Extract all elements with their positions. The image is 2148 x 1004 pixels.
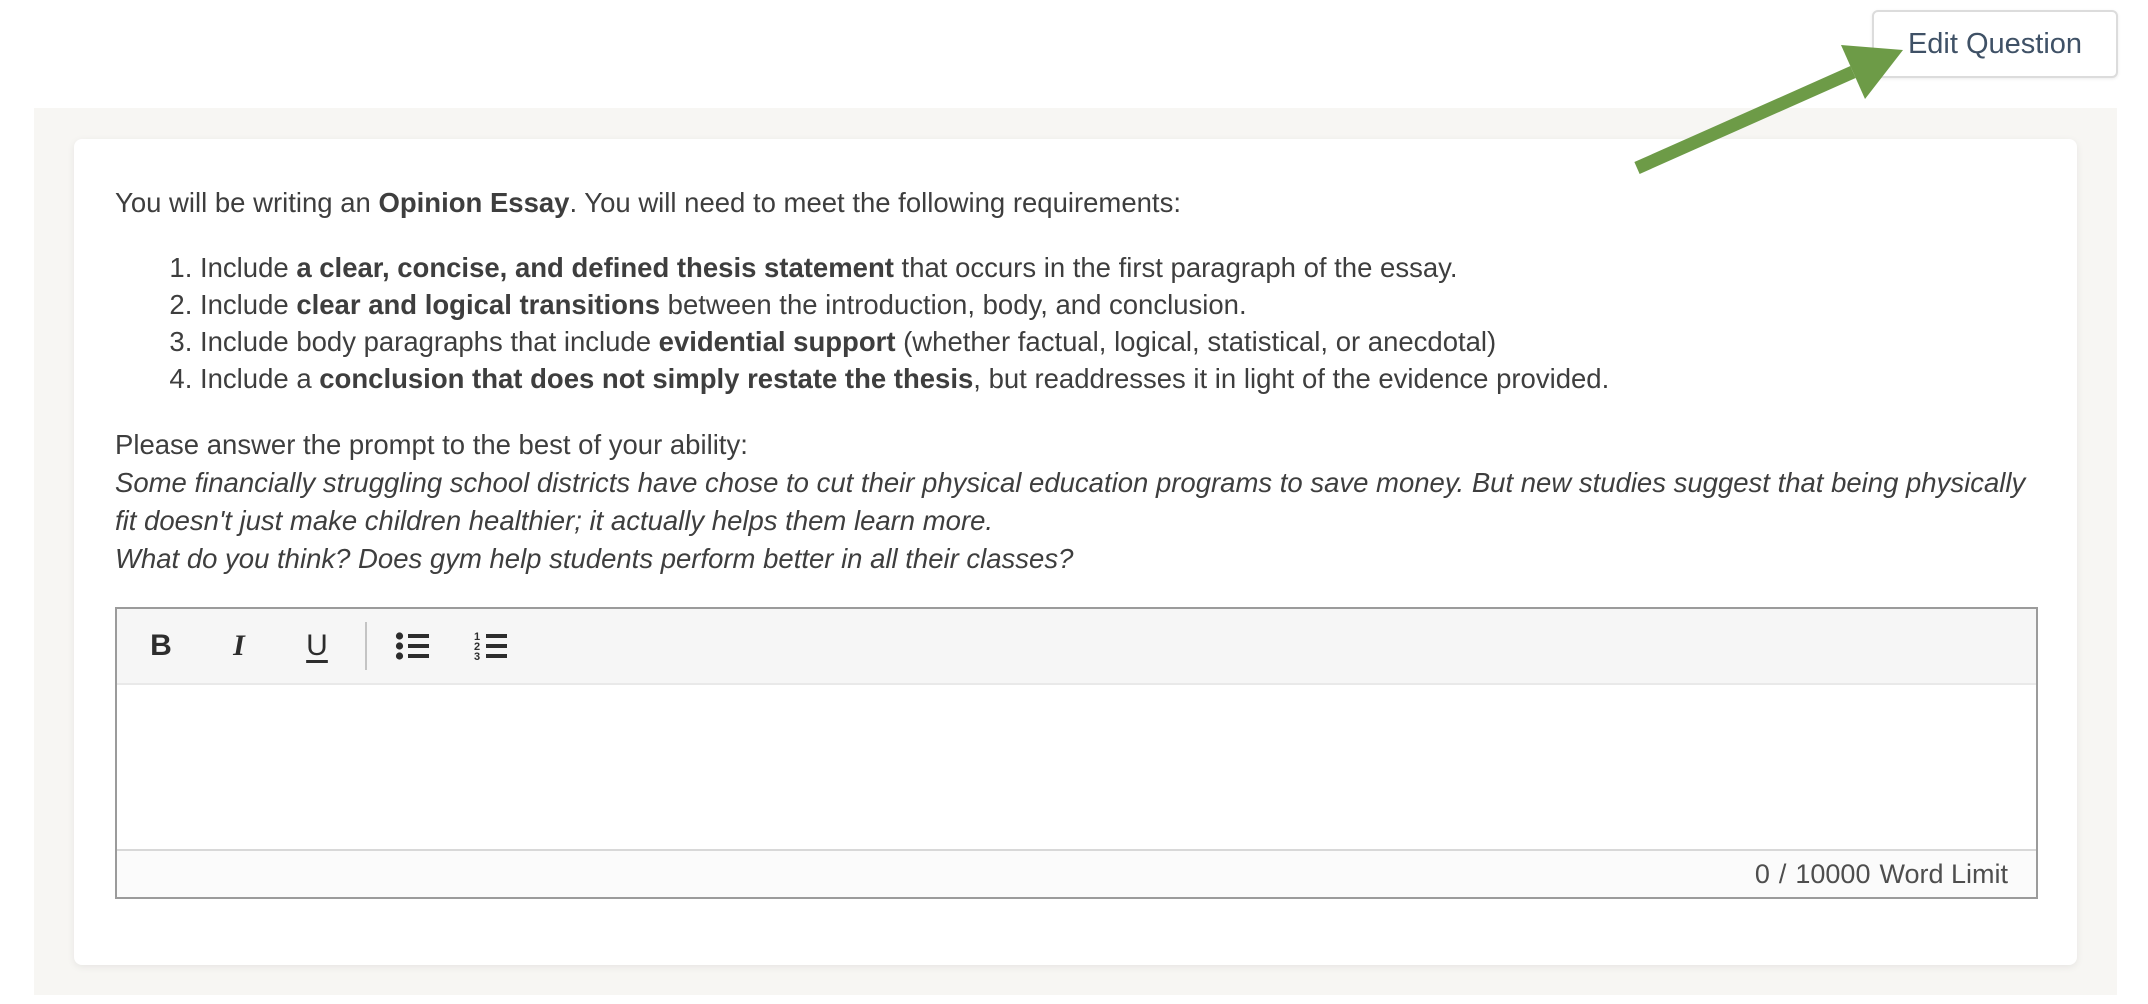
underline-button[interactable]: U [299, 619, 335, 673]
word-count: 0 [1754, 858, 1770, 889]
bullet-list-icon [395, 632, 429, 660]
word-limit-bar: 0 / 10000 Word Limit [117, 849, 2036, 897]
requirement-item: Include a clear, concise, and defined th… [200, 249, 2037, 286]
word-limit-separator: / [1778, 858, 1787, 889]
question-intro: You will be writing an Opinion Essay. Yo… [115, 187, 1181, 218]
italic-button[interactable]: I [221, 619, 257, 673]
prompt-paragraph-2: What do you think? Does gym help student… [115, 543, 1074, 574]
essay-editor: B I U 1 2 [115, 607, 2038, 899]
editor-toolbar: B I U 1 2 [117, 609, 2036, 685]
essay-text-input[interactable] [117, 685, 2036, 849]
requirement-item: Include a conclusion that does not simpl… [200, 360, 2037, 397]
word-limit-value: 10000 [1795, 858, 1871, 889]
svg-text:2: 2 [474, 641, 480, 653]
word-limit-label: Word Limit [1879, 858, 2008, 889]
requirements-list: Include a clear, concise, and defined th… [115, 249, 2037, 397]
requirement-item: Include body paragraphs that include evi… [200, 323, 2037, 360]
prompt-lead: Please answer the prompt to the best of … [115, 429, 748, 460]
bold-button[interactable]: B [143, 619, 179, 673]
bullet-list-button[interactable] [395, 619, 431, 673]
question-card: You will be writing an Opinion Essay. Yo… [74, 139, 2077, 965]
edit-question-button[interactable]: Edit Question [1872, 10, 2118, 78]
svg-text:3: 3 [474, 651, 480, 661]
numbered-list-button[interactable]: 1 2 3 [473, 619, 509, 673]
prompt-paragraph-1: Some financially struggling school distr… [115, 467, 2026, 536]
numbered-list-icon: 1 2 3 [474, 631, 507, 661]
toolbar-divider [365, 622, 367, 670]
svg-text:1: 1 [474, 631, 480, 643]
requirement-item: Include clear and logical transitions be… [200, 286, 2037, 323]
